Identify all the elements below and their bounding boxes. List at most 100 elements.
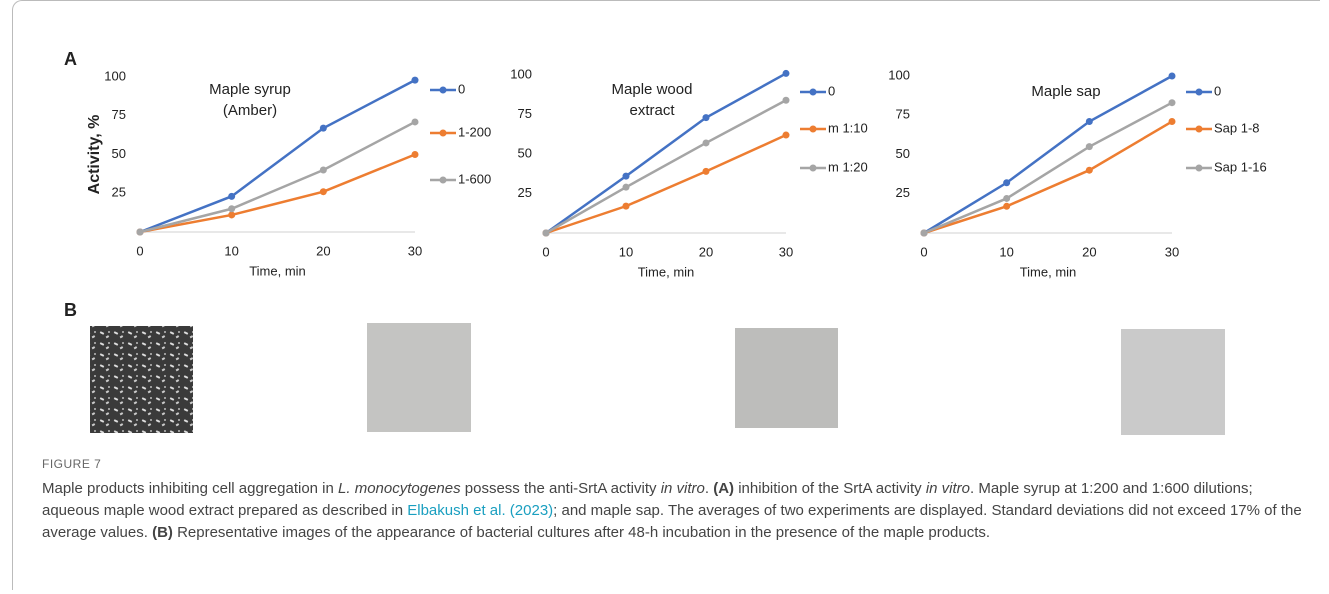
y-tick-label: 75 xyxy=(112,107,126,122)
data-point xyxy=(782,96,790,104)
culture-image xyxy=(1121,329,1225,435)
data-point xyxy=(319,166,327,174)
culture-image xyxy=(735,328,838,428)
x-axis-label: Time, min xyxy=(638,264,695,279)
data-point xyxy=(228,192,236,200)
legend-label: 1-600 xyxy=(458,171,491,186)
series-line xyxy=(923,101,1173,235)
data-point xyxy=(622,202,630,210)
legend-label: 0 xyxy=(1214,83,1221,98)
data-point xyxy=(411,151,419,158)
legend-label: Sap 1-16 xyxy=(1214,159,1267,174)
y-tick-label: 75 xyxy=(896,107,910,122)
caption-text: . Maple syrup at 1:200 and 1:600 dilutio… xyxy=(42,480,1253,519)
chart-title: Maple syrup xyxy=(209,81,291,98)
data-point xyxy=(542,229,550,237)
series-line xyxy=(545,72,787,235)
chart-title: (Amber) xyxy=(223,102,277,119)
x-tick-label: 20 xyxy=(316,243,330,258)
data-point xyxy=(1003,202,1011,210)
data-point xyxy=(411,76,419,84)
data-point xyxy=(1168,99,1176,107)
caption-text: Representative images of the appearance … xyxy=(172,524,991,541)
legend-swatch xyxy=(809,125,817,133)
data-point xyxy=(782,69,790,77)
legend-label: 1-200 xyxy=(458,124,491,139)
legend-swatch xyxy=(1195,125,1203,133)
y-tick-label: 100 xyxy=(888,67,910,82)
data-point xyxy=(1168,118,1176,126)
culture-image xyxy=(90,326,193,433)
legend-swatch xyxy=(439,129,447,137)
data-point xyxy=(782,131,790,139)
caption-text: possess the anti-SrtA activity xyxy=(460,480,661,497)
legend-swatch xyxy=(809,164,817,172)
y-tick-label: 25 xyxy=(896,185,910,200)
caption-text: ; and maple sap. The averages of two exp… xyxy=(42,502,1302,541)
legend-swatch xyxy=(809,88,817,96)
caption-text: (B) xyxy=(152,524,173,541)
legend-label: m 1:10 xyxy=(828,120,868,135)
x-axis-label: Time, min xyxy=(249,263,306,278)
caption-text: . xyxy=(704,480,714,497)
data-point xyxy=(622,172,630,180)
legend-label: 0 xyxy=(458,81,465,96)
x-tick-label: 10 xyxy=(224,243,238,258)
caption-text: (A) xyxy=(713,480,735,497)
chart-title: extract xyxy=(629,102,675,119)
series-line xyxy=(139,78,416,234)
chart-title: Maple sap xyxy=(1031,83,1100,100)
legend-swatch xyxy=(1195,88,1203,96)
data-point xyxy=(1168,72,1176,80)
x-tick-label: 0 xyxy=(920,244,927,259)
data-point xyxy=(319,188,327,196)
y-axis-label: Activity, % xyxy=(86,115,103,195)
figure-label: FIGURE 7 xyxy=(42,457,102,471)
data-point xyxy=(1003,194,1011,202)
reference-link[interactable]: Elbakush et al. (2023) xyxy=(407,502,554,519)
caption: Maple products inhibiting cell aggregati… xyxy=(42,478,1312,544)
legend-label: 0 xyxy=(828,83,835,98)
data-point xyxy=(1085,143,1093,151)
legend-swatch xyxy=(439,176,447,184)
x-tick-label: 10 xyxy=(619,244,633,259)
series-line xyxy=(923,120,1173,235)
caption-text: L. monocytogenes xyxy=(338,480,461,497)
series-line xyxy=(545,99,787,235)
series-line xyxy=(923,74,1173,235)
legend-label: Sap 1-8 xyxy=(1214,120,1260,135)
legend-swatch xyxy=(1195,164,1203,172)
x-tick-label: 20 xyxy=(699,244,713,259)
y-tick-label: 25 xyxy=(518,185,532,200)
x-tick-label: 0 xyxy=(542,244,549,259)
caption-text: Maple products inhibiting cell aggregati… xyxy=(42,480,339,497)
data-point xyxy=(228,205,236,213)
x-tick-label: 30 xyxy=(1165,244,1179,259)
y-tick-label: 75 xyxy=(518,106,532,121)
x-tick-label: 0 xyxy=(136,243,143,258)
culture-image xyxy=(367,323,471,432)
data-point xyxy=(411,118,419,126)
x-tick-label: 20 xyxy=(1082,244,1096,259)
x-tick-label: 30 xyxy=(779,244,793,259)
data-point xyxy=(136,228,144,236)
y-tick-label: 100 xyxy=(510,66,532,81)
data-point xyxy=(702,167,710,175)
chart-title: Maple wood xyxy=(612,81,693,98)
x-tick-label: 30 xyxy=(408,243,422,258)
caption-text: in vitro xyxy=(925,480,970,497)
y-tick-label: 100 xyxy=(104,68,126,83)
y-tick-label: 50 xyxy=(518,145,532,160)
caption-text: in vitro xyxy=(660,480,705,497)
data-point xyxy=(622,183,630,191)
y-tick-label: 50 xyxy=(896,146,910,161)
legend-swatch xyxy=(439,86,447,94)
data-point xyxy=(1085,166,1093,174)
series-line xyxy=(545,133,787,235)
series-line xyxy=(139,153,416,234)
figure-frame xyxy=(12,0,1320,590)
data-point xyxy=(1085,118,1093,126)
y-tick-label: 50 xyxy=(112,146,126,161)
